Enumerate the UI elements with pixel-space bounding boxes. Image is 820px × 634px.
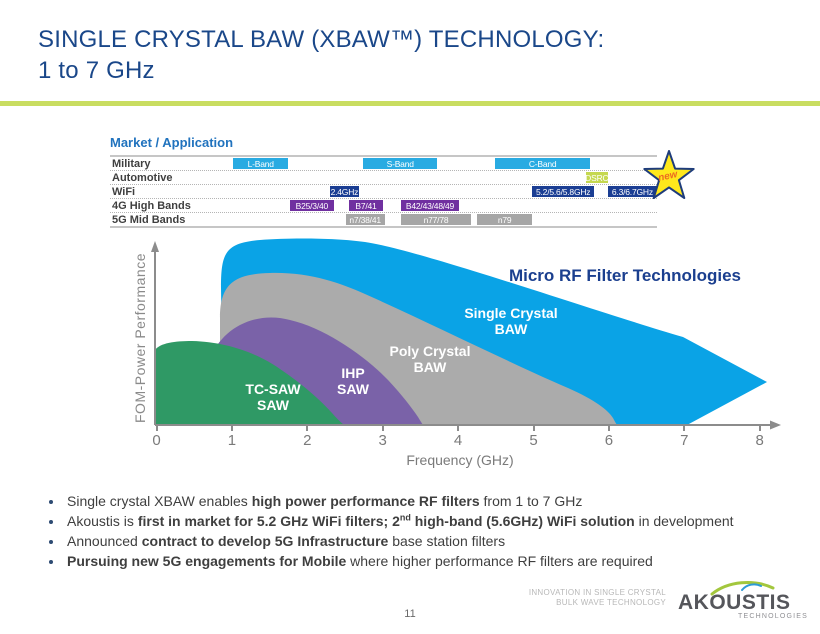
table-row-5g-mid-bands: 5G Mid Bands n7/38/41 n77/78 n79 bbox=[110, 213, 657, 226]
new-label: new bbox=[657, 169, 680, 184]
row-label: WiFi bbox=[112, 186, 136, 198]
logo-swoosh-icon bbox=[710, 581, 775, 596]
page-title: SINGLE CRYSTAL BAW (XBAW™) TECHNOLOGY: 1… bbox=[38, 24, 604, 86]
bullet-item: Pursuing new 5G engagements for Mobile w… bbox=[46, 554, 810, 569]
label-tc-saw-line2: SAW bbox=[257, 397, 290, 413]
page-number: 11 bbox=[404, 608, 416, 620]
label-ihp-saw-line1: IHP bbox=[341, 365, 364, 381]
title-divider bbox=[0, 101, 820, 106]
band-chip: DSRC bbox=[585, 172, 608, 183]
row-label: 5G Mid Bands bbox=[112, 214, 186, 226]
x-tick-label: 0 bbox=[152, 432, 161, 449]
x-axis-ticks: 0 1 2 3 4 5 6 7 8 bbox=[120, 228, 810, 480]
table-row-military: Military L-Band S-Band C-Band bbox=[110, 157, 657, 171]
bullet-item: Single crystal XBAW enables high power p… bbox=[46, 494, 810, 509]
x-tick-mark bbox=[155, 425, 158, 431]
page-title-line2: 1 to 7 GHz bbox=[38, 57, 155, 84]
label-poly-crystal-baw-line1: Poly Crystal bbox=[390, 343, 471, 359]
label-single-crystal-baw-line2: BAW bbox=[495, 321, 528, 337]
bullet-text: Announced contract to develop 5G Infrast… bbox=[67, 533, 506, 549]
y-axis-label: FOM-Power Performance bbox=[132, 253, 148, 423]
footer-tagline-line2: BULK WAVE TECHNOLOGY bbox=[556, 597, 666, 607]
band-chip: C-Band bbox=[495, 158, 591, 169]
x-tick-mark bbox=[607, 425, 610, 431]
label-single-crystal-baw-line1: Single Crystal bbox=[464, 305, 557, 321]
label-tc-saw-line1: TC-SAW bbox=[245, 381, 301, 397]
bullet-text: Akoustis is first in market for 5.2 GHz … bbox=[67, 512, 734, 529]
band-chip: L-Band bbox=[233, 158, 289, 169]
bullet-dot-icon bbox=[49, 500, 53, 504]
market-application-heading: Market / Application bbox=[110, 135, 234, 150]
x-tick-label: 7 bbox=[680, 432, 689, 449]
x-tick-mark bbox=[230, 425, 233, 431]
area-tc-saw bbox=[155, 341, 344, 425]
x-tick-mark bbox=[532, 425, 535, 431]
new-star-badge: new bbox=[641, 147, 699, 205]
x-tick-mark bbox=[381, 425, 384, 431]
band-chip: S-Band bbox=[363, 158, 438, 169]
band-chip: n77/78 bbox=[401, 214, 472, 225]
bullet-text: Single crystal XBAW enables high power p… bbox=[67, 493, 583, 509]
x-tick-label: 2 bbox=[303, 432, 312, 449]
band-chip: 5.2/5.6/5.8GHz bbox=[532, 186, 595, 197]
label-ihp-saw-line2: SAW bbox=[337, 381, 370, 397]
bullet-dot-icon bbox=[49, 520, 53, 524]
row-label: Automotive bbox=[112, 172, 173, 184]
x-tick-label: 5 bbox=[529, 432, 538, 449]
band-chip: B25/3/40 bbox=[289, 200, 334, 211]
footer-tagline: INNOVATION IN SINGLE CRYSTAL BULK WAVE T… bbox=[529, 588, 666, 607]
logo-wordmark: AKOUSTIS bbox=[678, 591, 791, 614]
logo-subtext: TECHNOLOGIES bbox=[738, 613, 808, 620]
y-axis-arrow-icon bbox=[151, 241, 159, 252]
market-application-table: Military L-Band S-Band C-Band Automotive D… bbox=[110, 155, 657, 228]
x-tick-label: 6 bbox=[604, 432, 614, 449]
band-chip: B42/43/48/49 bbox=[401, 200, 459, 211]
band-chip: n7/38/41 bbox=[345, 214, 385, 225]
label-poly-crystal-baw-line2: BAW bbox=[414, 359, 447, 375]
x-tick-mark bbox=[306, 425, 309, 431]
chart-title: Micro RF Filter Technologies bbox=[509, 266, 741, 285]
logo-accent-icon bbox=[741, 583, 762, 591]
table-row-wifi: WiFi 2.4GHz 5.2/5.6/5.8GHz 6.3/6.7GHz bbox=[110, 185, 657, 199]
x-tick-label: 8 bbox=[755, 432, 764, 449]
table-row-4g-high-bands: 4G High Bands B25/3/40 B7/41 B42/43/48/49 bbox=[110, 199, 657, 213]
rf-filter-chart: Micro RF Filter Technologies Single Crys… bbox=[120, 228, 810, 480]
x-axis-arrow-icon bbox=[770, 420, 781, 430]
bullet-item: Announced contract to develop 5G Infrast… bbox=[46, 534, 810, 549]
bullet-list: Single crystal XBAW enables high power p… bbox=[46, 494, 810, 574]
row-label: Military bbox=[112, 158, 151, 170]
band-chip: 6.3/6.7GHz bbox=[607, 186, 657, 197]
band-chip: 2.4GHz bbox=[329, 186, 359, 197]
band-chip: n79 bbox=[477, 214, 533, 225]
x-tick-mark bbox=[758, 425, 761, 431]
bullet-dot-icon bbox=[49, 560, 53, 564]
x-tick-label: 1 bbox=[227, 432, 237, 449]
bullet-dot-icon bbox=[49, 540, 53, 544]
row-label: 4G High Bands bbox=[112, 200, 191, 212]
x-tick-label: 3 bbox=[378, 432, 387, 449]
page-title-line1: SINGLE CRYSTAL BAW (XBAW™) TECHNOLOGY: bbox=[38, 26, 605, 53]
x-tick-mark bbox=[457, 425, 460, 431]
x-tick-mark bbox=[683, 425, 686, 431]
footer-tagline-line1: INNOVATION IN SINGLE CRYSTAL bbox=[528, 588, 666, 597]
bullet-text: Pursuing new 5G engagements for Mobile w… bbox=[67, 553, 653, 569]
star-icon bbox=[643, 150, 695, 199]
x-tick-label: 4 bbox=[453, 432, 463, 449]
band-chip: B7/41 bbox=[349, 200, 383, 211]
bullet-item: Akoustis is first in market for 5.2 GHz … bbox=[46, 512, 810, 529]
x-axis-label: Frequency (GHz) bbox=[406, 452, 514, 468]
table-row-automotive: Automotive DSRC bbox=[110, 171, 657, 185]
akoustis-logo: AKOUSTIS TECHNOLOGIES bbox=[676, 578, 811, 620]
